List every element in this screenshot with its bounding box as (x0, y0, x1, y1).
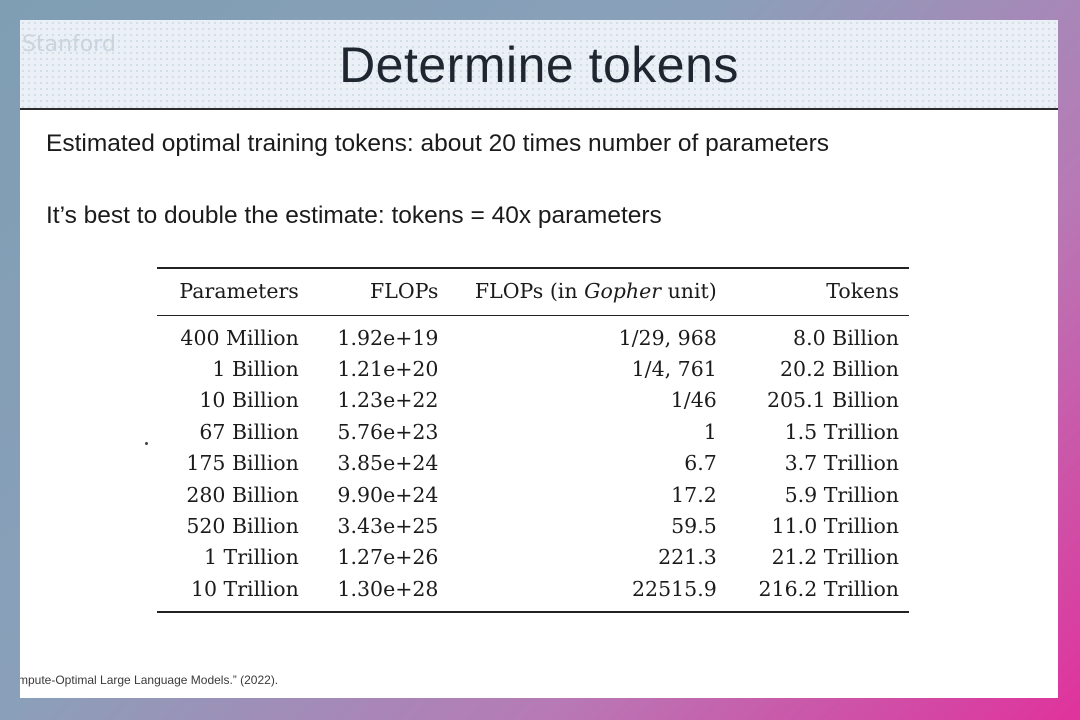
header-tokens: Tokens (726, 268, 909, 316)
cell-flops: 1.30e+28 (337, 576, 439, 601)
cell-parameters: 175 Billion (186, 451, 299, 476)
cell-flops: 1.23e+22 (337, 388, 439, 413)
cell-parameters: 1 Trillion (204, 545, 299, 570)
cell-tokens: 8.0 Billion (793, 325, 899, 350)
header-parameters: Parameters (157, 268, 309, 316)
logo-watermark: Stanford (22, 32, 222, 66)
cell-gopher: 17.2 (671, 482, 717, 507)
cell-flops: 3.85e+24 (337, 451, 439, 476)
header-flops: FLOPs (308, 268, 449, 316)
table-row: 175 Billion 3.85e+24 6.7 3.7 Trillion (157, 448, 909, 479)
cell-tokens: 205.1 Billion (766, 388, 899, 413)
table-row: 67 Billion 5.76e+23 1 1.5 Trillion (157, 416, 909, 447)
table-header-row: Parameters FLOPs FLOPs (in Gopher unit) … (157, 268, 909, 316)
cell-tokens: 11.0 Trillion (771, 514, 899, 539)
cell-flops: 5.76e+23 (337, 419, 439, 444)
table-row: 400 Million 1.92e+19 1/29, 968 8.0 Billi… (157, 316, 909, 354)
cell-flops: 9.90e+24 (337, 482, 439, 507)
cell-gopher: 221.3 (658, 545, 717, 570)
cell-gopher: 59.5 (671, 514, 717, 539)
cell-gopher: 1/4, 761 (631, 357, 717, 382)
header-flops-gopher: FLOPs (in Gopher unit) (448, 268, 727, 316)
title-bar: Stanford Determine tokens (20, 20, 1058, 110)
cell-parameters: 400 Million (180, 325, 299, 350)
cell-tokens: 21.2 Trillion (771, 545, 899, 570)
header-gopher-italic: Gopher (584, 279, 662, 303)
cell-gopher: 1/46 (670, 388, 717, 413)
bullet-text-1: Estimated optimal training tokens: about… (46, 130, 830, 157)
cell-tokens: 1.5 Trillion (784, 419, 899, 444)
cell-flops: 1.92e+19 (337, 325, 439, 350)
logo-text: Stanford (22, 32, 116, 57)
header-gopher-prefix: FLOPs (in (474, 279, 585, 303)
tokens-table: Parameters FLOPs FLOPs (in Gopher unit) … (157, 267, 909, 613)
cell-parameters: 67 Billion (199, 419, 299, 444)
cell-parameters: 280 Billion (186, 482, 299, 507)
table-row: 520 Billion 3.43e+25 59.5 11.0 Trillion (157, 510, 909, 541)
cell-flops: 1.21e+20 (337, 357, 439, 382)
cell-flops: 1.27e+26 (337, 545, 439, 570)
slide: Stanford Determine tokens Estimated opti… (20, 20, 1058, 698)
cell-parameters: 10 Trillion (190, 576, 299, 601)
stray-dot (145, 442, 148, 445)
cell-tokens: 5.9 Trillion (784, 482, 899, 507)
table-row: 1 Trillion 1.27e+26 221.3 21.2 Trillion (157, 542, 909, 573)
cell-tokens: 20.2 Billion (780, 357, 899, 382)
table-row: 10 Trillion 1.30e+28 22515.9 216.2 Trill… (157, 573, 909, 611)
cell-parameters: 520 Billion (186, 514, 299, 539)
cell-tokens: 216.2 Trillion (758, 576, 899, 601)
cell-gopher: 22515.9 (632, 576, 717, 601)
table-row: 10 Billion 1.23e+22 1/46 205.1 Billion (157, 385, 909, 416)
header-gopher-suffix: unit) (661, 279, 717, 303)
cell-tokens: 3.7 Trillion (784, 451, 899, 476)
cell-parameters: 1 Billion (212, 357, 299, 382)
table-row: 1 Billion 1.21e+20 1/4, 761 20.2 Billion (157, 353, 909, 384)
table-row: 280 Billion 9.90e+24 17.2 5.9 Trillion (157, 479, 909, 510)
citation-text: mpute-Optimal Large Language Models.” (2… (20, 673, 279, 687)
bullet-text-2: It’s best to double the estimate: tokens… (46, 202, 662, 229)
cell-gopher: 1 (703, 419, 717, 444)
slide-title: Determine tokens (339, 37, 739, 93)
cell-gopher: 6.7 (684, 451, 717, 476)
cell-parameters: 10 Billion (199, 388, 299, 413)
cell-gopher: 1/29, 968 (618, 325, 717, 350)
cell-flops: 3.43e+25 (337, 514, 439, 539)
